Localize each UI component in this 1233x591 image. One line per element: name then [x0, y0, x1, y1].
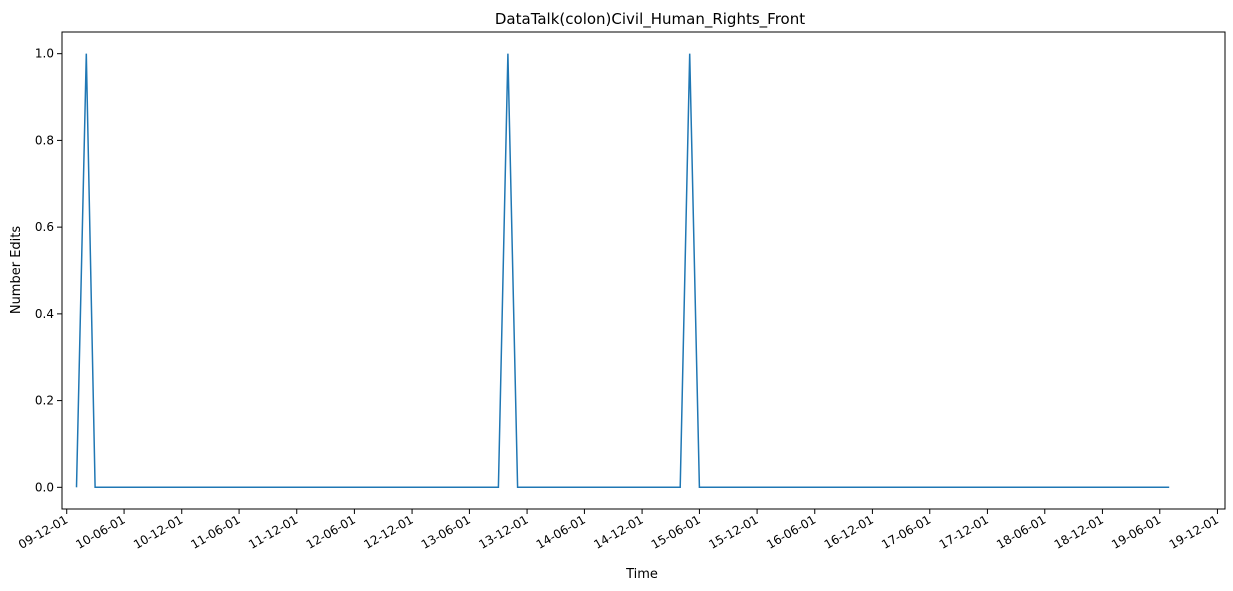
y-tick-label: 0.0 [35, 480, 54, 494]
x-tick-label: 16-12-01 [822, 512, 876, 551]
plot-area [61, 31, 1226, 510]
x-tick-label: 17-06-01 [879, 512, 933, 551]
x-tick-label: 13-12-01 [476, 512, 530, 551]
x-tick-label: 15-06-01 [649, 512, 703, 551]
y-tick-label: 1.0 [35, 47, 54, 61]
x-axis: 09-12-01 10-06-01 10-12-01 11-06-01 11-12-01… [16, 509, 1221, 552]
x-axis-label: Time [625, 567, 658, 582]
x-tick-label: 11-12-01 [246, 512, 300, 551]
x-tick-label: 18-06-01 [994, 512, 1048, 551]
x-tick-label: 17-12-01 [937, 512, 991, 551]
x-tick-label: 11-06-01 [188, 512, 242, 551]
x-tick-label: 10-12-01 [131, 512, 185, 551]
x-tick-label: 14-12-01 [591, 512, 645, 551]
x-tick-label: 18-12-01 [1052, 512, 1106, 551]
x-tick-label: 15-12-01 [706, 512, 760, 551]
y-axis: 0.0 0.2 0.4 0.6 0.8 1.0 [35, 47, 62, 494]
x-tick-label: 16-06-01 [764, 512, 818, 551]
y-axis-label: Number Edits [9, 226, 24, 315]
x-tick-label: 14-06-01 [534, 512, 588, 551]
x-tick-label: 19-12-01 [1167, 512, 1221, 551]
x-tick-label: 19-06-01 [1109, 512, 1163, 551]
y-tick-label: 0.4 [35, 307, 54, 321]
x-tick-label: 13-06-01 [419, 512, 473, 551]
x-tick-label: 09-12-01 [16, 512, 70, 551]
series-line [75, 53, 1170, 489]
y-tick-label: 0.8 [35, 133, 54, 147]
x-tick-label: 12-12-01 [361, 512, 415, 551]
y-tick-label: 0.2 [35, 394, 54, 408]
x-tick-label: 10-06-01 [73, 512, 127, 551]
y-tick-label: 0.6 [35, 220, 54, 234]
chart-title: DataTalk(colon)Civil_Human_Rights_Front [495, 10, 805, 29]
x-tick-label: 12-06-01 [304, 512, 358, 551]
